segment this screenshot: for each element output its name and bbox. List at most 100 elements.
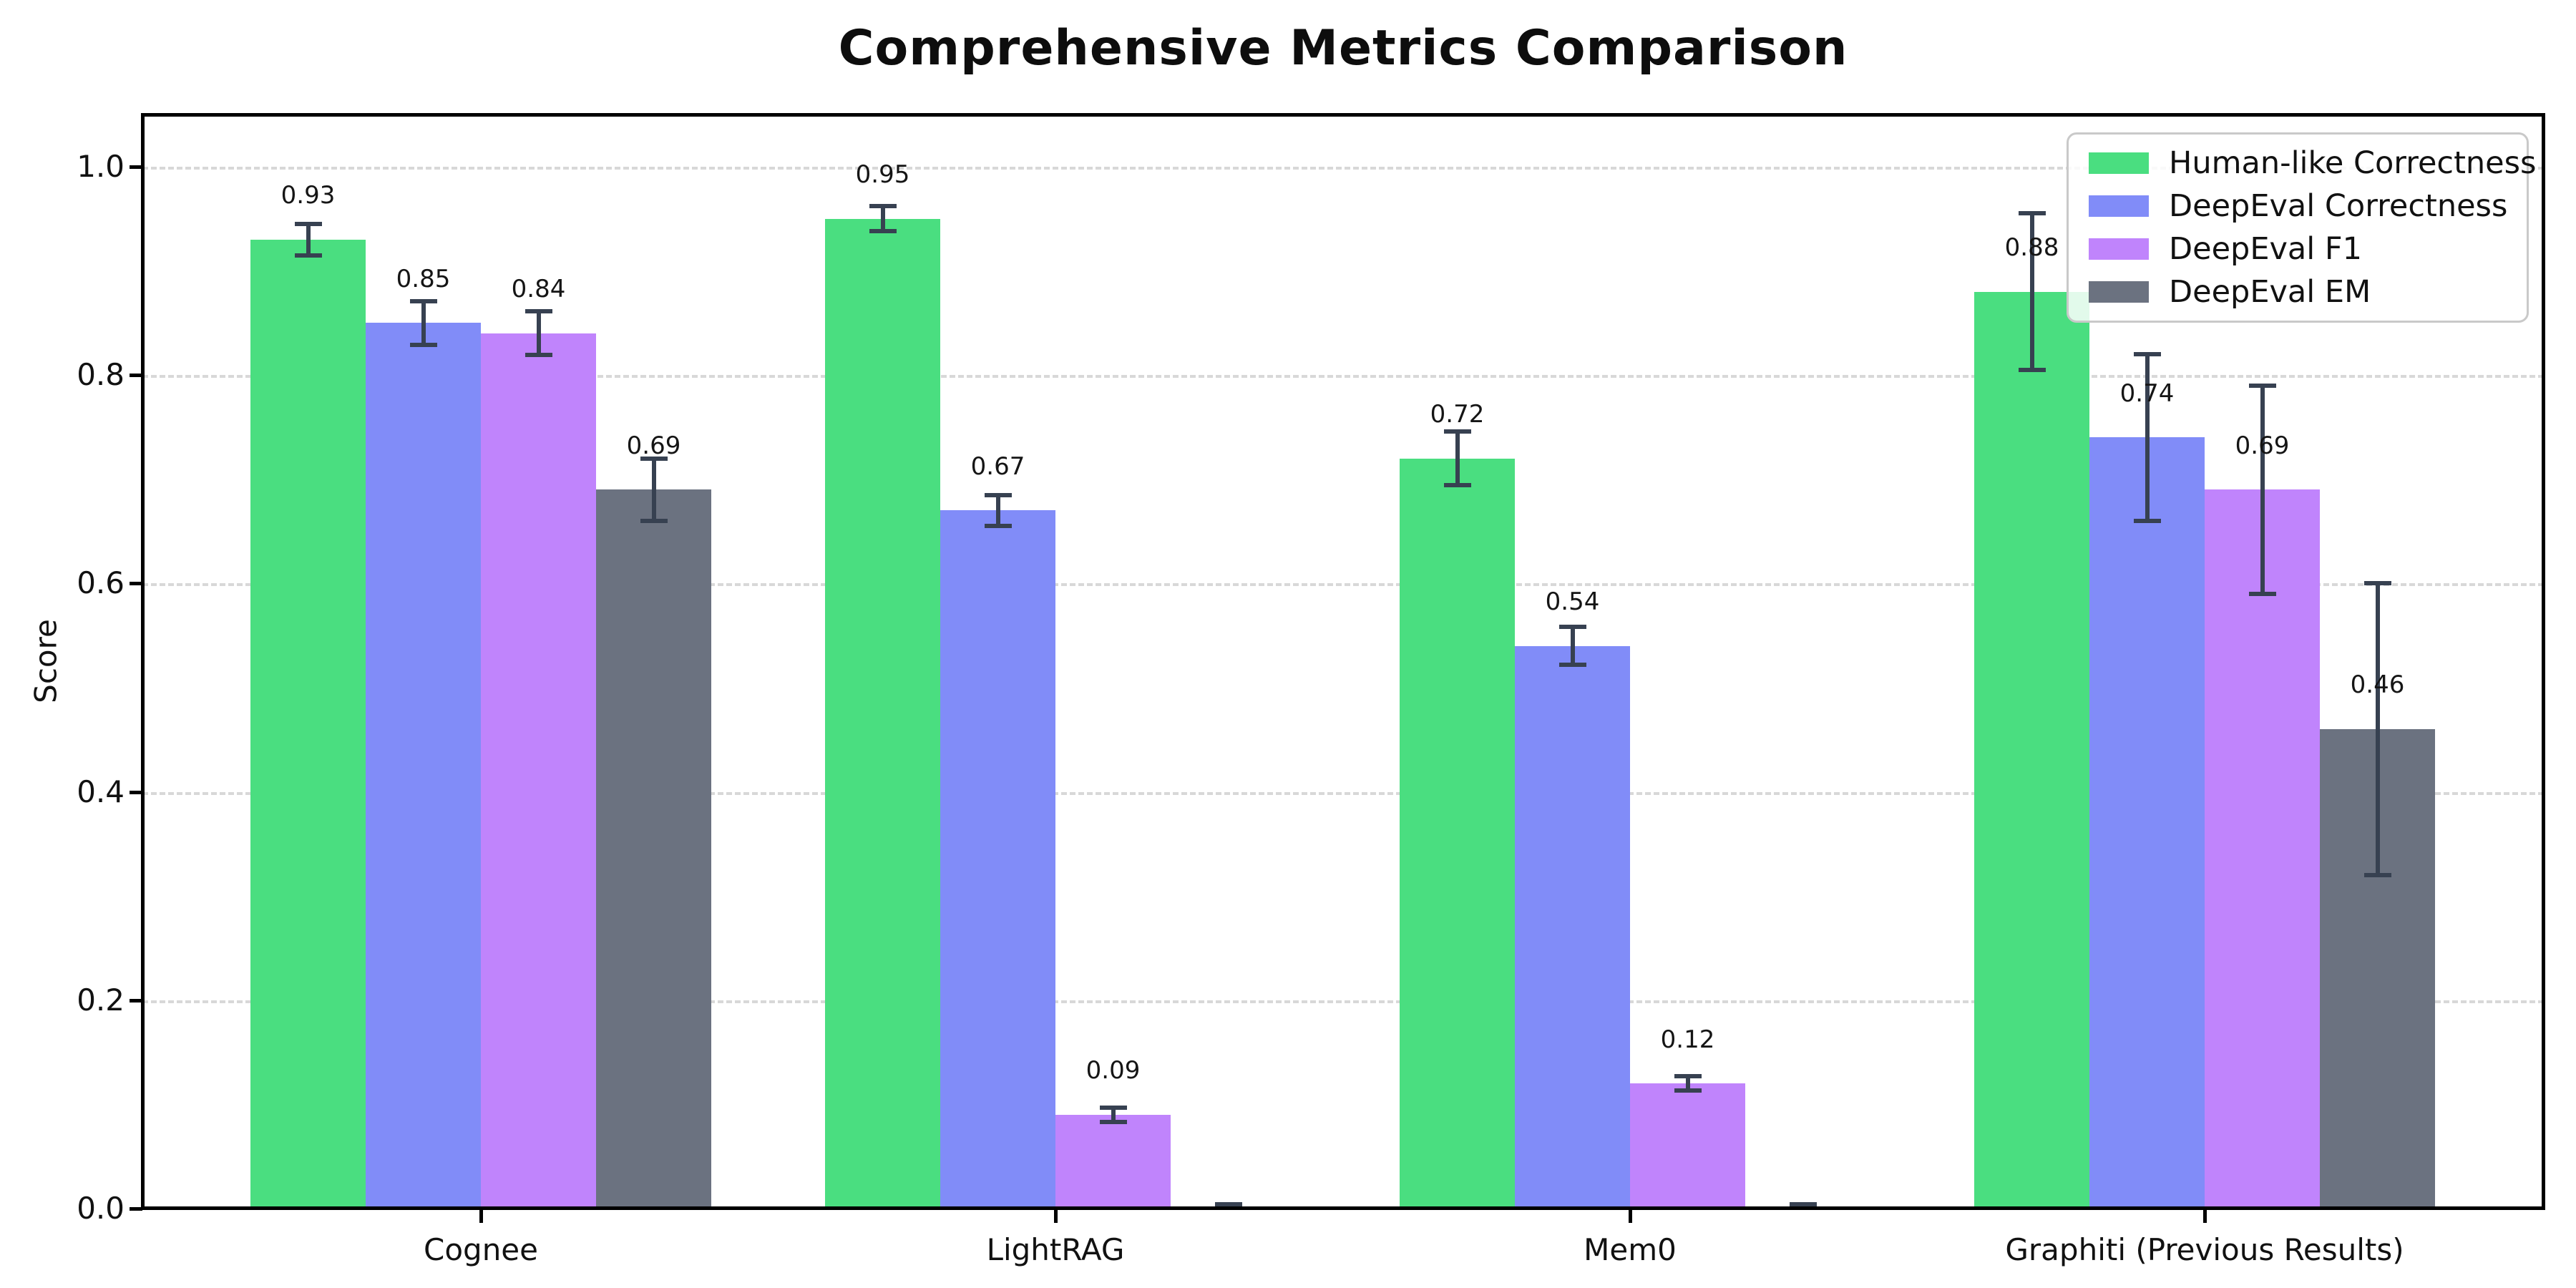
error-bar-cap xyxy=(2133,518,2161,523)
legend-label: DeepEval F1 xyxy=(2169,231,2362,267)
error-bar xyxy=(1570,627,1575,665)
error-bar-cap xyxy=(640,456,668,461)
bar-value-label: 0.09 xyxy=(1085,1056,1141,1085)
error-bar xyxy=(1111,1107,1116,1123)
error-bar-cap xyxy=(294,221,322,226)
y-tick-mark xyxy=(130,582,142,586)
error-bar-cap xyxy=(409,298,437,303)
legend-item: DeepEval EM xyxy=(2089,270,2507,313)
y-tick-label: 0.6 xyxy=(77,565,125,601)
bar-value-label: 0.95 xyxy=(855,160,910,189)
bar xyxy=(825,218,940,1209)
error-bar-cap xyxy=(2363,873,2391,878)
error-bar-cap xyxy=(869,229,897,234)
legend: Human-like Correctness DeepEval Correctne… xyxy=(2067,132,2536,323)
error-bar-cap xyxy=(1789,1202,1817,1207)
legend-label: DeepEval Correctness xyxy=(2169,188,2508,224)
y-tick-mark xyxy=(130,165,142,169)
x-axis-category-label: Graphiti (Previous Results) xyxy=(2005,1232,2404,1267)
error-bar xyxy=(995,494,1000,527)
y-tick-label: 1.0 xyxy=(77,148,125,184)
y-axis-label: Score xyxy=(28,619,64,703)
error-bar xyxy=(1685,1076,1690,1091)
error-bar xyxy=(2260,385,2265,594)
bar xyxy=(596,489,711,1209)
x-axis-category-label: LightRAG xyxy=(986,1232,1125,1267)
y-tick-mark xyxy=(130,374,142,378)
error-bar-cap xyxy=(525,309,552,314)
bar xyxy=(1974,291,2089,1209)
error-bar-cap xyxy=(2018,367,2046,372)
error-bar-cap xyxy=(640,518,668,523)
legend-label: DeepEval EM xyxy=(2169,274,2371,310)
y-tick-label: 0.8 xyxy=(77,357,125,393)
error-bar xyxy=(2029,213,2034,370)
error-bar-cap xyxy=(1099,1120,1127,1125)
bar-value-label: 0.74 xyxy=(2119,379,2175,408)
y-tick-label: 0.2 xyxy=(77,982,125,1018)
error-bar-cap xyxy=(984,492,1012,497)
error-bar xyxy=(536,311,541,356)
y-tick-mark xyxy=(130,1207,142,1211)
error-bar xyxy=(1455,431,1460,486)
error-bar-cap xyxy=(409,342,437,347)
x-tick-mark xyxy=(479,1210,483,1223)
error-bar-cap xyxy=(1214,1202,1242,1207)
error-bar-cap xyxy=(1558,662,1586,667)
y-tick-mark xyxy=(130,998,142,1002)
bar xyxy=(940,510,1055,1209)
bar-value-label: 0.85 xyxy=(396,264,451,293)
error-bar-cap xyxy=(1443,483,1471,488)
y-tick-label: 0.0 xyxy=(77,1191,125,1226)
y-tick-label: 0.4 xyxy=(77,774,125,809)
legend-item: Human-like Correctness xyxy=(2089,142,2536,185)
error-bar-cap xyxy=(2248,383,2276,388)
error-bar-cap xyxy=(2363,581,2391,586)
error-bar-cap xyxy=(2018,211,2046,216)
gridline xyxy=(142,1000,2544,1003)
error-bar xyxy=(2145,353,2150,521)
bar-value-label: 0.69 xyxy=(2235,431,2290,460)
error-bar-cap xyxy=(1674,1088,1702,1093)
bar-value-label: 0.69 xyxy=(626,431,681,460)
legend-swatch xyxy=(2089,281,2149,303)
x-tick-mark xyxy=(2203,1210,2207,1223)
legend-swatch xyxy=(2089,195,2149,217)
error-bar xyxy=(880,206,885,232)
gridline xyxy=(142,583,2544,587)
x-axis-category-label: Cognee xyxy=(424,1232,538,1267)
error-bar-cap xyxy=(525,353,552,358)
bar-value-label: 0.72 xyxy=(1430,399,1485,429)
error-bar xyxy=(2375,583,2380,875)
error-bar-cap xyxy=(984,524,1012,529)
bar-value-label: 0.67 xyxy=(970,452,1025,481)
bar xyxy=(250,239,366,1209)
legend-swatch xyxy=(2089,152,2149,174)
bar xyxy=(1515,645,1630,1209)
error-bar-cap xyxy=(1674,1074,1702,1079)
legend-item: DeepEval Correctness xyxy=(2089,185,2507,228)
bar-value-label: 0.84 xyxy=(511,275,566,304)
bar xyxy=(366,323,481,1209)
legend-swatch xyxy=(2089,238,2149,260)
gridline xyxy=(142,375,2544,379)
legend-label: Human-like Correctness xyxy=(2169,145,2537,181)
bar-value-label: 0.54 xyxy=(1545,587,1600,616)
x-tick-mark xyxy=(1629,1210,1632,1223)
gridline xyxy=(142,166,2544,170)
legend-item: DeepEval F1 xyxy=(2089,228,2507,270)
bar-value-label: 0.46 xyxy=(2350,670,2405,700)
error-bar xyxy=(421,301,426,345)
error-bar xyxy=(306,223,311,255)
bar xyxy=(1055,1114,1171,1209)
bar xyxy=(2205,489,2320,1209)
error-bar-cap xyxy=(1099,1105,1127,1110)
error-bar-cap xyxy=(294,253,322,258)
bar-value-label: 0.88 xyxy=(2004,233,2059,262)
error-bar-cap xyxy=(2133,351,2161,356)
x-axis-category-label: Mem0 xyxy=(1584,1232,1677,1267)
bar xyxy=(2089,437,2205,1209)
x-tick-mark xyxy=(1054,1210,1058,1223)
error-bar-cap xyxy=(1443,429,1471,434)
